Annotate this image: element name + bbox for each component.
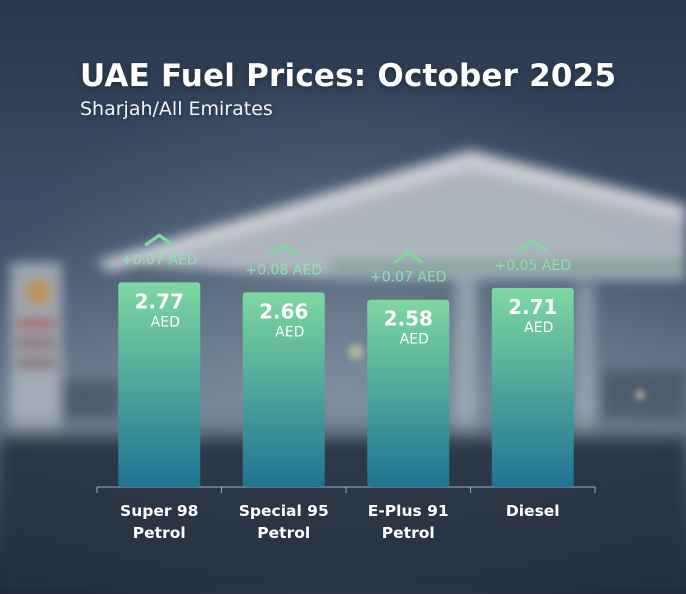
- x-axis-category-label: E-Plus 91: [368, 502, 449, 520]
- bar-change-label: +0.08 AED: [245, 262, 322, 278]
- up-arrow-icon: [144, 233, 174, 246]
- bar-change-label: +0.05 AED: [494, 258, 571, 274]
- bar-change-label: +0.07 AED: [370, 270, 447, 286]
- bar-value-label: 2.58: [384, 307, 433, 331]
- x-axis-category-label: Petrol: [133, 524, 186, 542]
- bar-unit-label: AED: [151, 314, 180, 330]
- x-axis-category-label: Petrol: [382, 524, 435, 542]
- bar-unit-label: AED: [524, 320, 553, 336]
- up-arrow-icon: [518, 239, 548, 252]
- chart-subtitle: Sharjah/All Emirates: [80, 98, 273, 120]
- bar: [242, 292, 325, 487]
- x-axis-category-label: Petrol: [257, 524, 310, 542]
- x-axis-category-label: Super 98: [120, 502, 198, 520]
- bar-value-label: 2.77: [135, 289, 184, 313]
- bar-unit-label: AED: [275, 324, 304, 340]
- up-arrow-icon: [269, 243, 299, 257]
- bar: [118, 282, 201, 487]
- chart-title: UAE Fuel Prices: October 2025: [80, 58, 617, 94]
- bar: [491, 287, 574, 487]
- x-axis-category-label: Special 95: [239, 502, 329, 520]
- x-axis-category-label: Diesel: [506, 502, 560, 520]
- bar-change-label: +0.07 AED: [121, 252, 198, 268]
- bar-unit-label: AED: [400, 332, 429, 348]
- bar-value-label: 2.71: [508, 295, 557, 319]
- bar-value-label: 2.66: [259, 299, 308, 323]
- bar: [367, 299, 450, 487]
- up-arrow-icon: [393, 251, 423, 264]
